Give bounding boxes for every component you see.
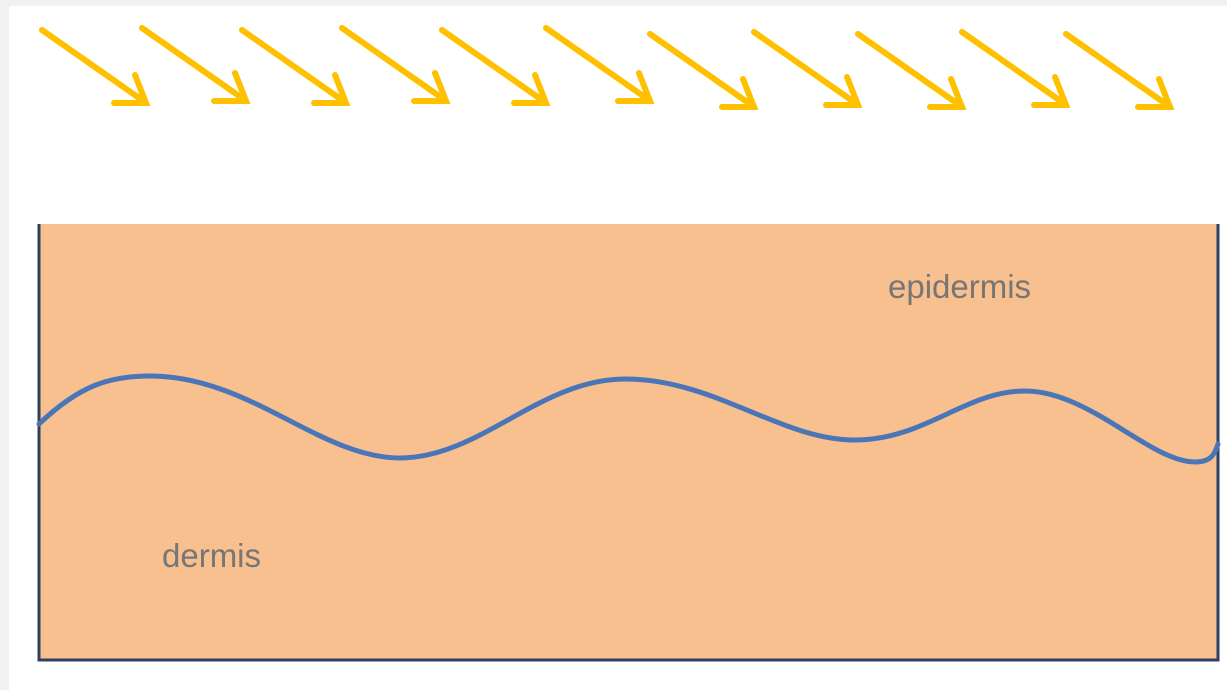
diagonal-arrow-icon (439, 27, 551, 106)
dermal-epidermal-junction (36, 373, 1221, 465)
diagonal-arrow-icon (543, 25, 655, 104)
skin-block (39, 224, 1218, 660)
dermis-label: dermis (162, 537, 262, 574)
diagonal-arrow-icon (647, 31, 759, 110)
diagonal-arrow-icon (751, 29, 863, 108)
diagonal-arrow-icon (39, 27, 151, 106)
diagonal-arrow-icon (1063, 31, 1175, 110)
sunlight-arrows (39, 25, 1175, 110)
diagonal-arrow-icon (139, 25, 251, 104)
diagonal-arrow-icon (239, 27, 351, 106)
diagonal-arrow-icon (959, 29, 1071, 108)
diagonal-arrow-icon (855, 31, 967, 110)
epidermis-label: epidermis (888, 268, 1032, 305)
diagonal-arrow-icon (339, 25, 451, 104)
